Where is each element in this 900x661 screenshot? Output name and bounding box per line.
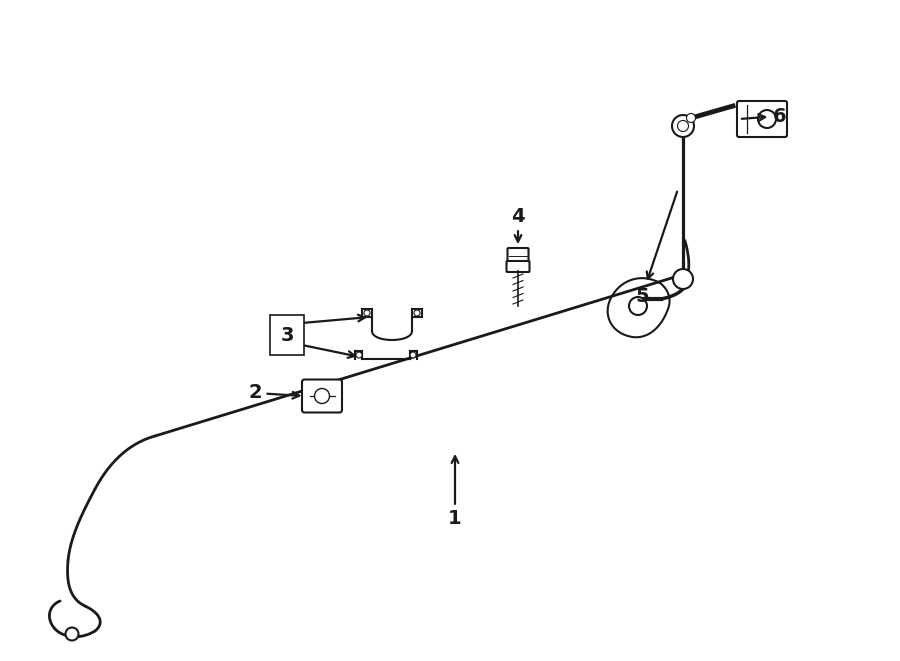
Text: 4: 4: [511, 206, 525, 242]
Circle shape: [687, 114, 696, 122]
FancyBboxPatch shape: [508, 248, 528, 264]
FancyBboxPatch shape: [302, 379, 342, 412]
Circle shape: [314, 389, 329, 403]
Circle shape: [673, 269, 693, 289]
FancyBboxPatch shape: [507, 261, 529, 272]
Circle shape: [672, 115, 694, 137]
Text: 6: 6: [742, 106, 787, 126]
Circle shape: [629, 297, 647, 315]
Circle shape: [364, 310, 370, 316]
Circle shape: [66, 627, 78, 641]
Text: 5: 5: [635, 192, 677, 305]
Circle shape: [414, 310, 420, 316]
FancyBboxPatch shape: [270, 315, 304, 355]
FancyBboxPatch shape: [737, 101, 787, 137]
Circle shape: [410, 352, 416, 358]
Circle shape: [356, 352, 362, 358]
Circle shape: [678, 120, 688, 132]
Text: 1: 1: [448, 456, 462, 529]
Text: 3: 3: [280, 325, 293, 344]
Circle shape: [758, 110, 776, 128]
Text: 2: 2: [248, 383, 300, 403]
